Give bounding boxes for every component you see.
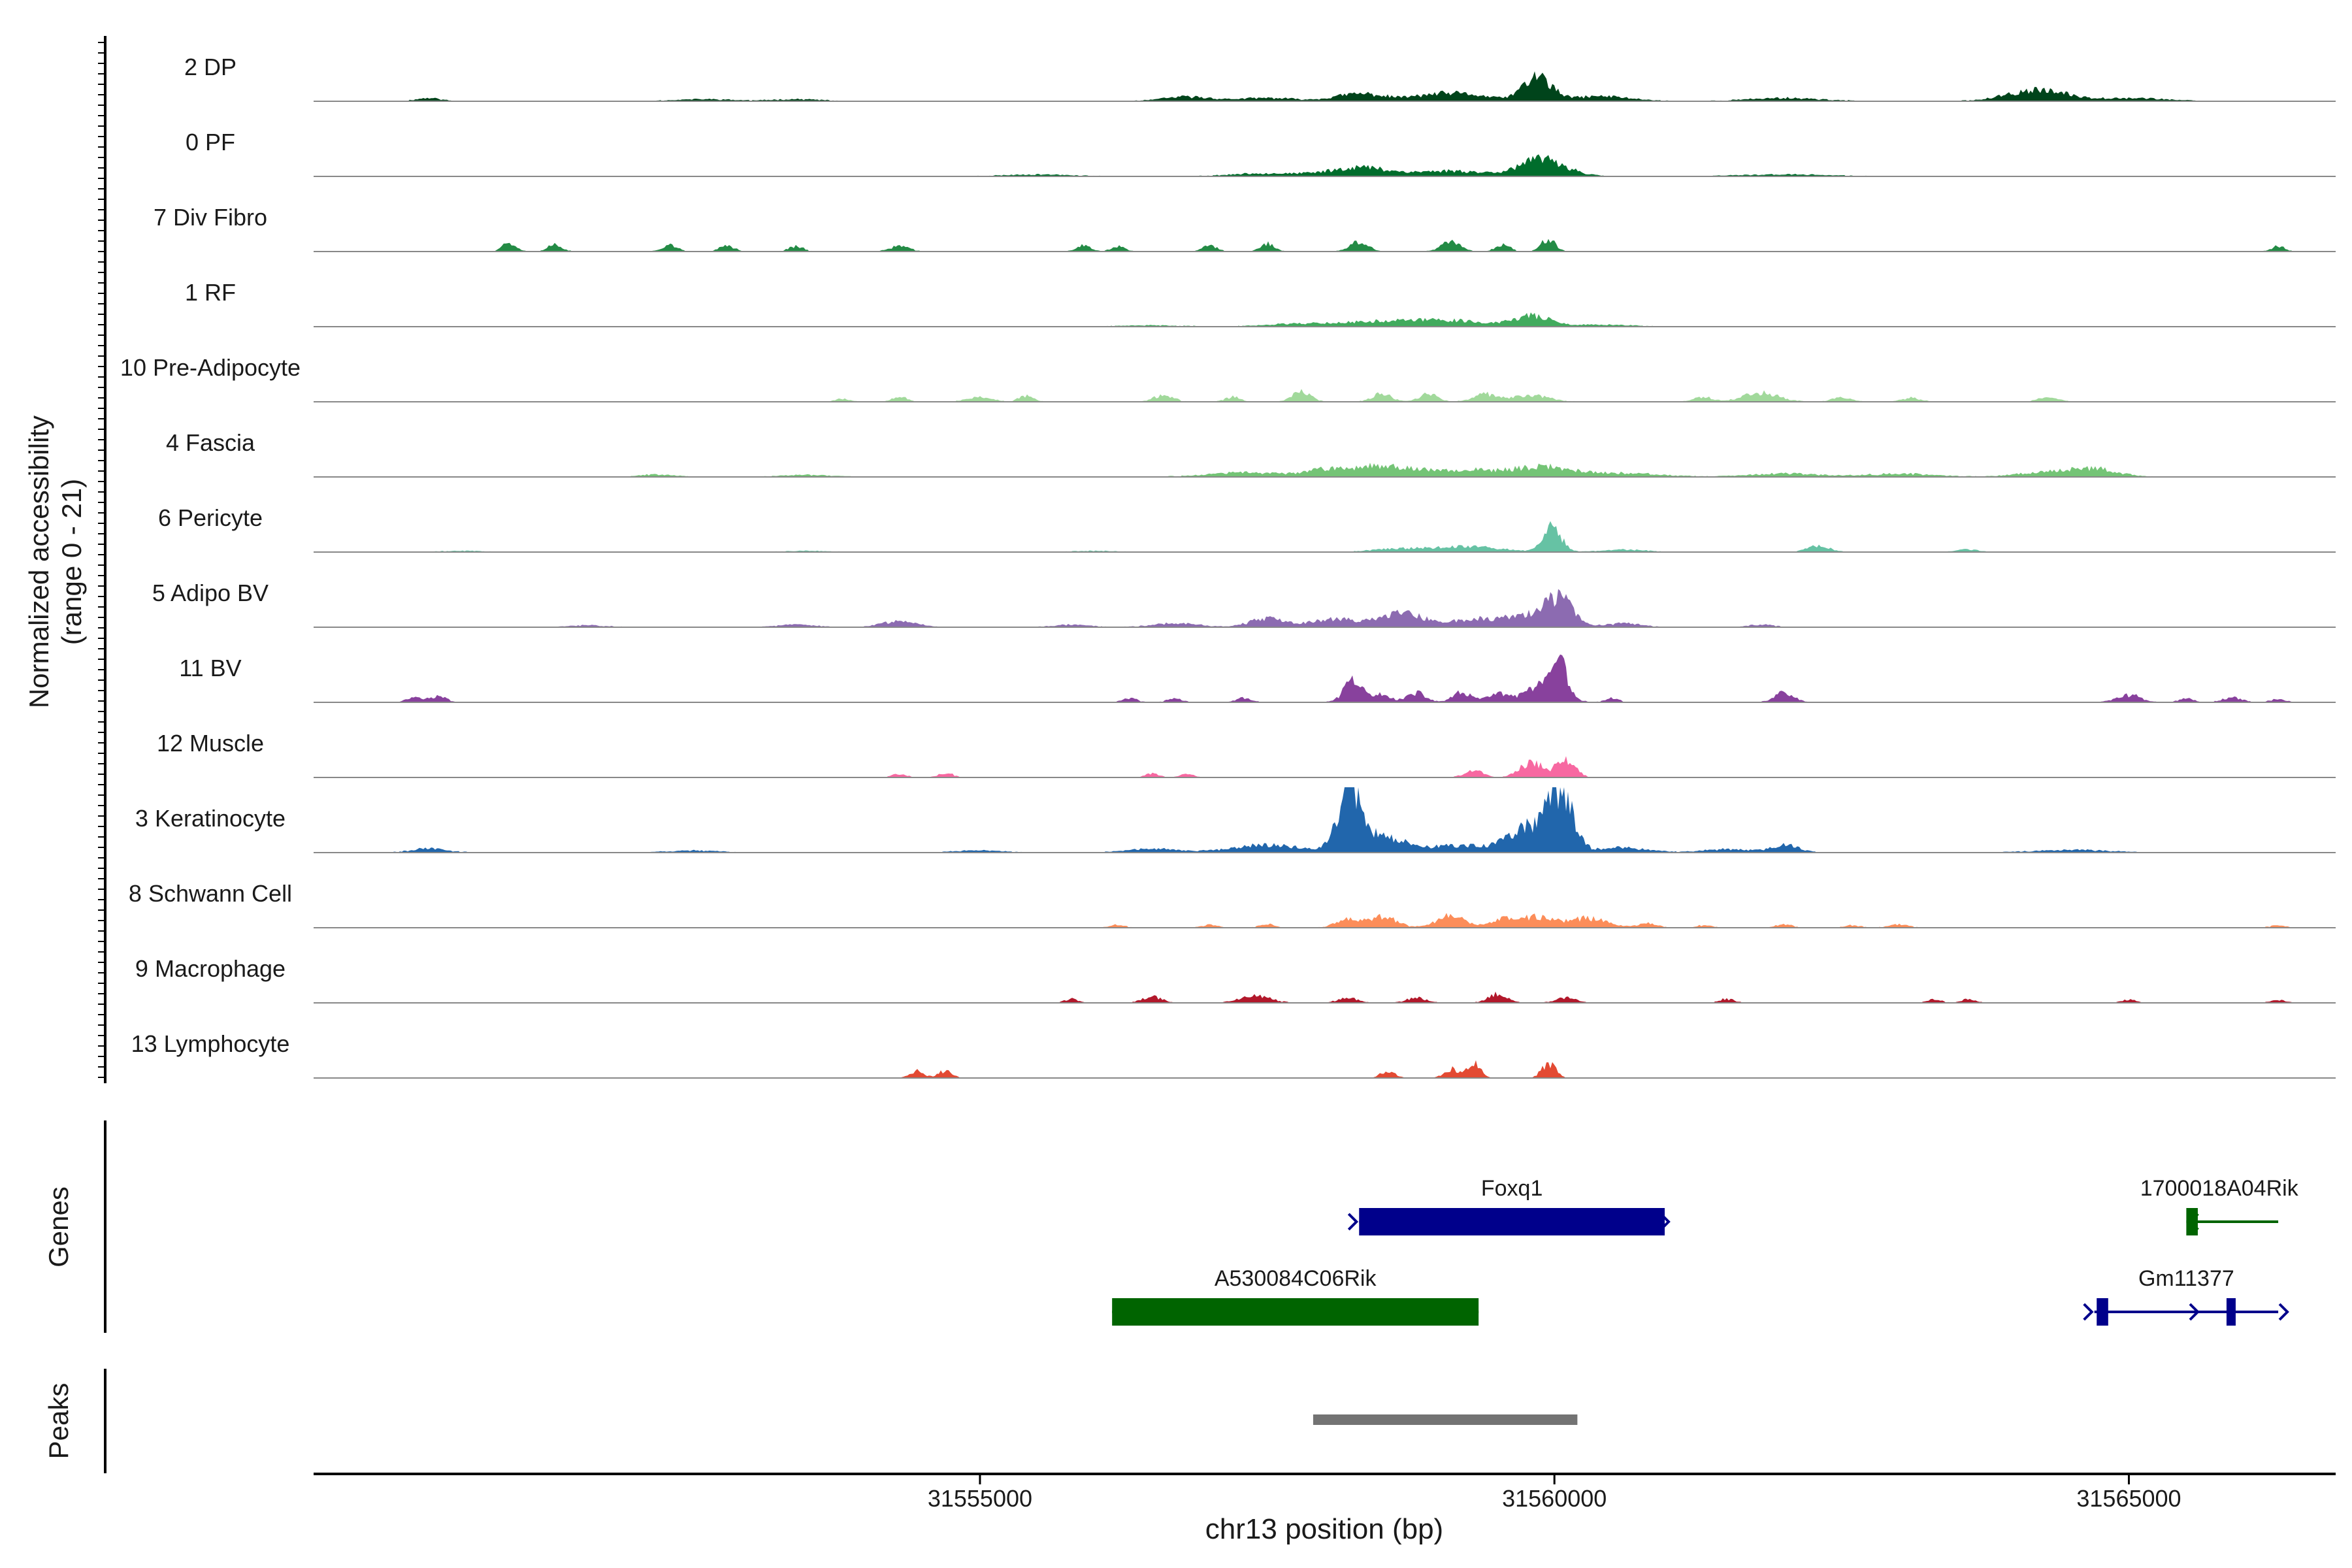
gene-label: Gm11377 xyxy=(2138,1266,2234,1291)
track-1-rf: 1 RF xyxy=(185,279,2336,327)
coverage-area xyxy=(314,312,2336,327)
track-10-pre-adipocyte: 10 Pre-Adipocyte xyxy=(120,354,2336,402)
coverage-area xyxy=(314,154,2336,176)
peak-region xyxy=(1313,1414,1578,1425)
gene-exon xyxy=(2226,1298,2236,1326)
coverage-area xyxy=(314,913,2336,928)
track-label: 0 PF xyxy=(186,129,235,155)
track-label: 2 DP xyxy=(184,54,237,80)
genes-panel-label: Genes xyxy=(43,1186,74,1267)
gene-exon xyxy=(1359,1208,1665,1235)
track-label: 5 Adipo BV xyxy=(152,580,269,606)
coverage-tracks: 2 DP 0 PF 7 Div Fibro 1 RF 10 Pre-Adipocyte 4… xyxy=(120,54,2336,1079)
coverage-area xyxy=(314,238,2336,252)
track-9-macrophage: 9 Macrophage xyxy=(135,955,2336,1004)
track-label: 1 RF xyxy=(185,279,236,306)
strand-arrow xyxy=(2083,1303,2094,1321)
coverage-area xyxy=(314,1060,2336,1078)
coverage-area xyxy=(314,463,2336,477)
y-axis-title-line2: (range 0 - 21) xyxy=(56,479,87,645)
gene-exon xyxy=(1112,1298,1479,1326)
track-12-muscle: 12 Muscle xyxy=(157,730,2336,778)
strand-arrow xyxy=(1114,1303,1125,1321)
track-7-div-fibro: 7 Div Fibro xyxy=(154,204,2336,252)
coverage-area xyxy=(314,654,2336,702)
y-axis-title-line1: Normalized accessibility xyxy=(24,416,54,708)
x-tick-label: 31560000 xyxy=(1502,1485,1607,1512)
gene-foxq1: Foxq1 xyxy=(1347,1176,1671,1235)
track-6-pericyte: 6 Pericyte xyxy=(158,504,2336,553)
track-label: 6 Pericyte xyxy=(158,504,263,531)
track-4-fascia: 4 Fascia xyxy=(166,429,2336,478)
gene-a530084c06rik: A530084C06Rik xyxy=(1112,1266,1479,1326)
track-label: 11 BV xyxy=(179,655,241,681)
strand-arrow xyxy=(1659,1213,1671,1231)
track-2-dp: 2 DP xyxy=(184,54,2336,102)
coverage-area xyxy=(314,787,2336,853)
coverage-area xyxy=(314,71,2336,101)
track-8-schwann-cell: 8 Schwann Cell xyxy=(129,880,2336,928)
gene-label: Foxq1 xyxy=(1481,1176,1543,1201)
coverage-y-axis: Normalized accessibility (range 0 - 21) xyxy=(24,36,106,1083)
track-label: 7 Div Fibro xyxy=(154,204,267,231)
track-label: 10 Pre-Adipocyte xyxy=(120,354,301,381)
coverage-area xyxy=(314,521,2336,552)
coverage-area xyxy=(314,589,2336,627)
track-13-lymphocyte: 13 Lymphocyte xyxy=(131,1030,2336,1079)
coverage-area xyxy=(314,389,2336,402)
track-label: 3 Keratinocyte xyxy=(135,805,286,832)
track-label: 4 Fascia xyxy=(166,429,255,456)
strand-arrow xyxy=(2188,1213,2199,1231)
gene-label: A530084C06Rik xyxy=(1215,1266,1377,1291)
track-3-keratinocyte: 3 Keratinocyte xyxy=(135,787,2336,853)
coverage-area xyxy=(314,756,2336,777)
gene-gm11377: Gm11377 xyxy=(2083,1266,2289,1326)
track-label: 12 Muscle xyxy=(157,730,264,757)
genes-panel: Genes Foxq1 1700018A04Rik A530084C06Rik Gm1… xyxy=(43,1120,2299,1333)
strand-arrow xyxy=(2189,1303,2200,1321)
x-axis: chr13 position (bp) 31555000 31560000 3156… xyxy=(314,1473,2336,1545)
strand-arrow xyxy=(2278,1303,2289,1321)
peaks-panel-label: Peaks xyxy=(43,1383,74,1460)
track-5-adipo-bv: 5 Adipo BV xyxy=(152,580,2336,628)
gene-1700018a04rik: 1700018A04Rik xyxy=(2140,1176,2299,1235)
track-label: 13 Lymphocyte xyxy=(131,1030,290,1057)
x-tick-label: 31565000 xyxy=(2076,1485,2181,1512)
track-label: 8 Schwann Cell xyxy=(129,880,292,907)
coverage-area xyxy=(314,991,2336,1003)
gene-label: 1700018A04Rik xyxy=(2140,1176,2299,1201)
peaks-panel: Peaks xyxy=(43,1369,1578,1473)
x-tick-label: 31555000 xyxy=(928,1485,1032,1512)
track-11-bv: 11 BV xyxy=(179,654,2336,703)
x-axis-title: chr13 position (bp) xyxy=(1205,1513,1443,1545)
gene-exon xyxy=(2097,1298,2108,1326)
track-0-pf: 0 PF xyxy=(186,129,2336,177)
strand-arrow xyxy=(1347,1213,1359,1231)
track-label: 9 Macrophage xyxy=(135,955,286,982)
